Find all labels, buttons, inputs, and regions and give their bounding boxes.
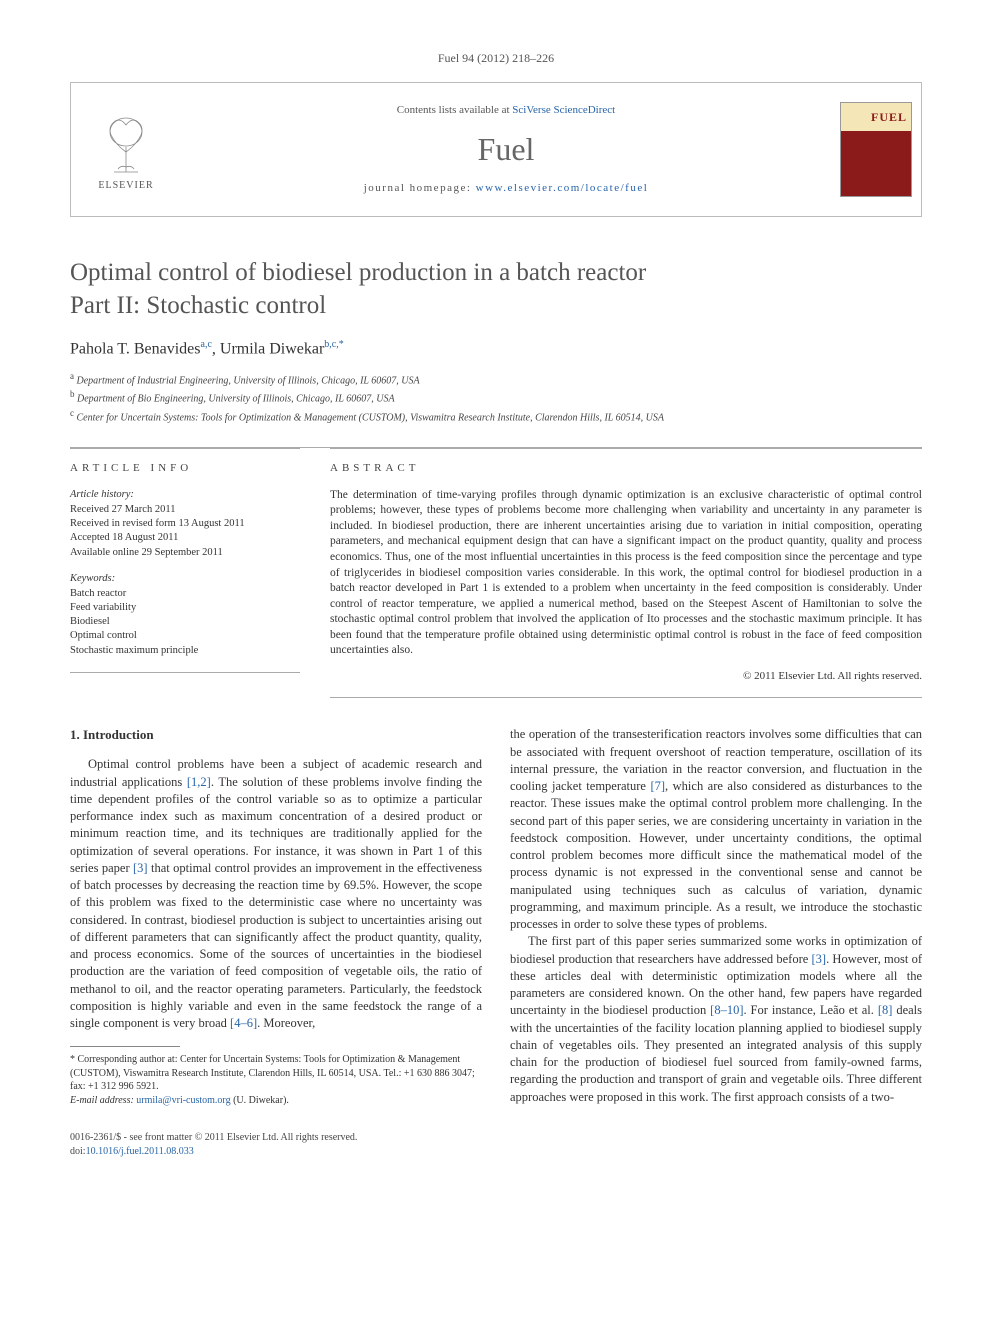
footer-doi: doi:10.1016/j.fuel.2011.08.033 [70, 1145, 922, 1159]
affiliation-a: a Department of Industrial Engineering, … [70, 370, 922, 388]
header-center: Contents lists available at SciVerse Sci… [181, 83, 831, 216]
footnote-rule [70, 1046, 180, 1047]
email-link[interactable]: urmila@vri-custom.org [136, 1095, 230, 1106]
author-2-affil[interactable]: b,c, [324, 339, 338, 350]
body-para-2: the operation of the transesterification… [510, 726, 922, 933]
affil-b-text: Department of Bio Engineering, Universit… [77, 394, 395, 405]
body-columns: 1. Introduction Optimal control problems… [70, 726, 922, 1107]
article-info-heading: article info [70, 461, 300, 476]
contents-prefix: Contents lists available at [397, 104, 512, 116]
header-citation: Fuel 94 (2012) 218–226 [70, 50, 922, 66]
section-heading: 1. Introduction [70, 726, 482, 744]
ref-8[interactable]: [8] [878, 1003, 893, 1017]
author-1: Pahola T. Benavides [70, 341, 201, 358]
homepage-prefix: journal homepage: [364, 182, 476, 194]
p3c: . For instance, Leão et al. [744, 1003, 878, 1017]
affil-a-text: Department of Industrial Engineering, Un… [77, 375, 420, 386]
journal-homepage: journal homepage: www.elsevier.com/locat… [364, 181, 649, 196]
keyword-5: Stochastic maximum principle [70, 644, 300, 658]
history-accepted: Accepted 18 August 2011 [70, 531, 300, 545]
history-online: Available online 29 September 2011 [70, 546, 300, 560]
corr-text: Corresponding author at: Center for Unce… [70, 1054, 475, 1092]
corr-marker: * [70, 1054, 75, 1065]
ref-3[interactable]: [3] [133, 861, 148, 875]
keywords-label: Keywords: [70, 572, 300, 586]
body-col-left: 1. Introduction Optimal control problems… [70, 726, 482, 1107]
affil-c-text: Center for Uncertain Systems: Tools for … [77, 412, 665, 423]
article-title: Optimal control of biodiesel production … [70, 257, 922, 322]
cover-top-band: FUEL [841, 103, 911, 131]
author-2-corr[interactable]: * [339, 339, 344, 350]
title-line1: Optimal control of biodiesel production … [70, 259, 646, 286]
email-footnote: E-mail address: urmila@vri-custom.org (U… [70, 1094, 482, 1108]
p1d: . Moreover, [257, 1016, 315, 1030]
author-2: Urmila Diwekar [220, 341, 324, 358]
cover-thumbnail[interactable]: FUEL [831, 83, 921, 216]
ref-1-2[interactable]: [1,2] [187, 775, 211, 789]
elsevier-tree-icon [96, 107, 156, 177]
sciencedirect-link[interactable]: SciVerse ScienceDirect [512, 104, 615, 116]
doi-link[interactable]: 10.1016/j.fuel.2011.08.033 [86, 1146, 194, 1157]
author-1-affil[interactable]: a,c [201, 339, 212, 350]
abstract-heading: abstract [330, 461, 922, 476]
journal-header: ELSEVIER Contents lists available at Sci… [70, 82, 922, 217]
authors: Pahola T. Benavidesa,c, Urmila Diwekarb,… [70, 338, 922, 360]
p1c: that optimal control provides an improve… [70, 861, 482, 1030]
ref-4-6[interactable]: [4–6] [230, 1016, 257, 1030]
body-para-1: Optimal control problems have been a sub… [70, 756, 482, 1032]
affiliation-c: c Center for Uncertain Systems: Tools fo… [70, 407, 922, 425]
abstract-block: abstract The determination of time-varyi… [330, 448, 922, 698]
cover-title: FUEL [871, 109, 907, 125]
body-para-3: The first part of this paper series summ… [510, 933, 922, 1106]
publisher-logo[interactable]: ELSEVIER [71, 83, 181, 216]
affiliations: a Department of Industrial Engineering, … [70, 370, 922, 425]
footer-issn: 0016-2361/$ - see front matter © 2011 El… [70, 1131, 922, 1145]
doi-label: doi: [70, 1146, 86, 1157]
history-label: Article history: [70, 488, 300, 502]
keyword-1: Batch reactor [70, 587, 300, 601]
homepage-link[interactable]: www.elsevier.com/locate/fuel [476, 182, 649, 194]
keyword-3: Biodiesel [70, 615, 300, 629]
keyword-2: Feed variability [70, 601, 300, 615]
page: Fuel 94 (2012) 218–226 ELSEVIER Contents… [0, 0, 992, 1198]
abstract-copyright: © 2011 Elsevier Ltd. All rights reserved… [330, 669, 922, 684]
title-line2: Part II: Stochastic control [70, 292, 326, 319]
corresponding-footnote: * Corresponding author at: Center for Un… [70, 1053, 482, 1094]
ref-7[interactable]: [7] [650, 779, 665, 793]
keyword-4: Optimal control [70, 629, 300, 643]
email-suffix: (U. Diwekar). [231, 1095, 289, 1106]
article-info: article info Article history: Received 2… [70, 448, 300, 698]
journal-name: Fuel [478, 128, 535, 171]
history-received: Received 27 March 2011 [70, 503, 300, 517]
contents-available: Contents lists available at SciVerse Sci… [397, 103, 615, 118]
cover-image: FUEL [840, 102, 912, 197]
page-footer: 0016-2361/$ - see front matter © 2011 El… [70, 1131, 922, 1158]
abstract-text: The determination of time-varying profil… [330, 488, 922, 659]
publisher-name: ELSEVIER [98, 179, 153, 193]
p3d: deals with the uncertainties of the faci… [510, 1003, 922, 1103]
ref-3b[interactable]: [3] [812, 952, 827, 966]
p2b: , which are also considered as disturban… [510, 779, 922, 931]
email-label: E-mail address: [70, 1095, 134, 1106]
affiliation-b: b Department of Bio Engineering, Univers… [70, 388, 922, 406]
article-info-row: article info Article history: Received 2… [70, 447, 922, 698]
history-revised: Received in revised form 13 August 2011 [70, 517, 300, 531]
body-col-right: the operation of the transesterification… [510, 726, 922, 1107]
ref-8-10[interactable]: [8–10] [710, 1003, 743, 1017]
p1b: . The solution of these problems involve… [70, 775, 482, 875]
